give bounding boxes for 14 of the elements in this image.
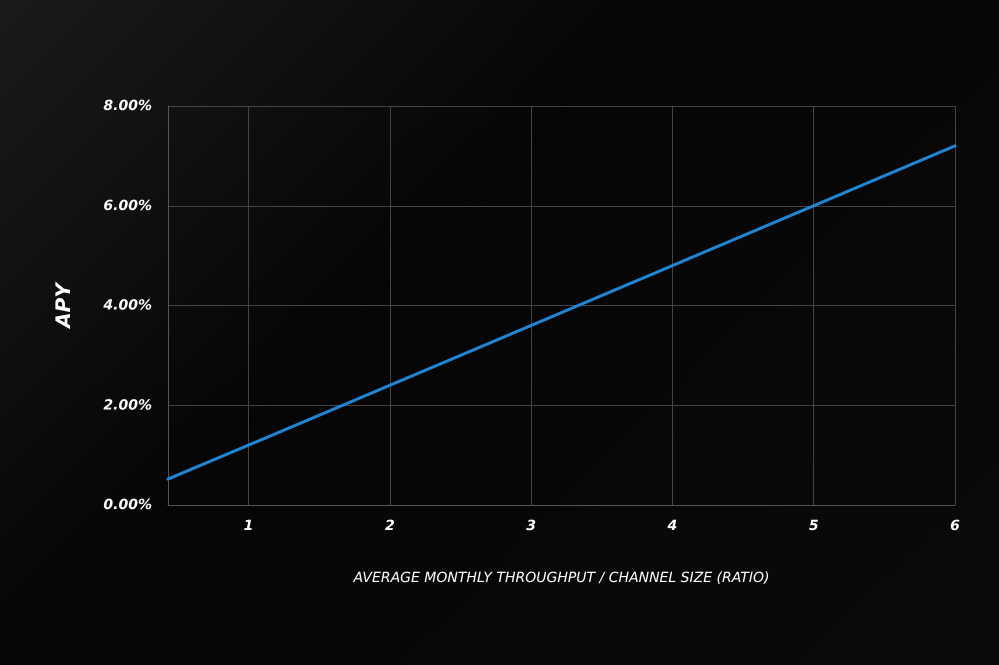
y-tick-label: 4.00% [102, 298, 152, 314]
x-tick-label: 6 [950, 518, 960, 534]
line-series [166, 144, 956, 481]
x-tick-label: 5 [808, 518, 819, 534]
x-tick-label: 3 [526, 518, 536, 534]
x-axis-title: AVERAGE MONTHLY THROUGHPUT / CHANNEL SIZE (RATIO) [352, 570, 770, 586]
y-axis-title: APY [51, 280, 75, 330]
y-tick-label: 8.00% [103, 98, 152, 114]
y-tick-label: 0.00% [103, 497, 152, 513]
y-tick-label: 6.00% [103, 198, 152, 214]
x-tick-label: 4 [666, 518, 678, 534]
x-tick-label: 1 [244, 518, 254, 534]
x-tick-label: 2 [384, 518, 395, 534]
y-tick-label: 2.00% [103, 397, 152, 414]
